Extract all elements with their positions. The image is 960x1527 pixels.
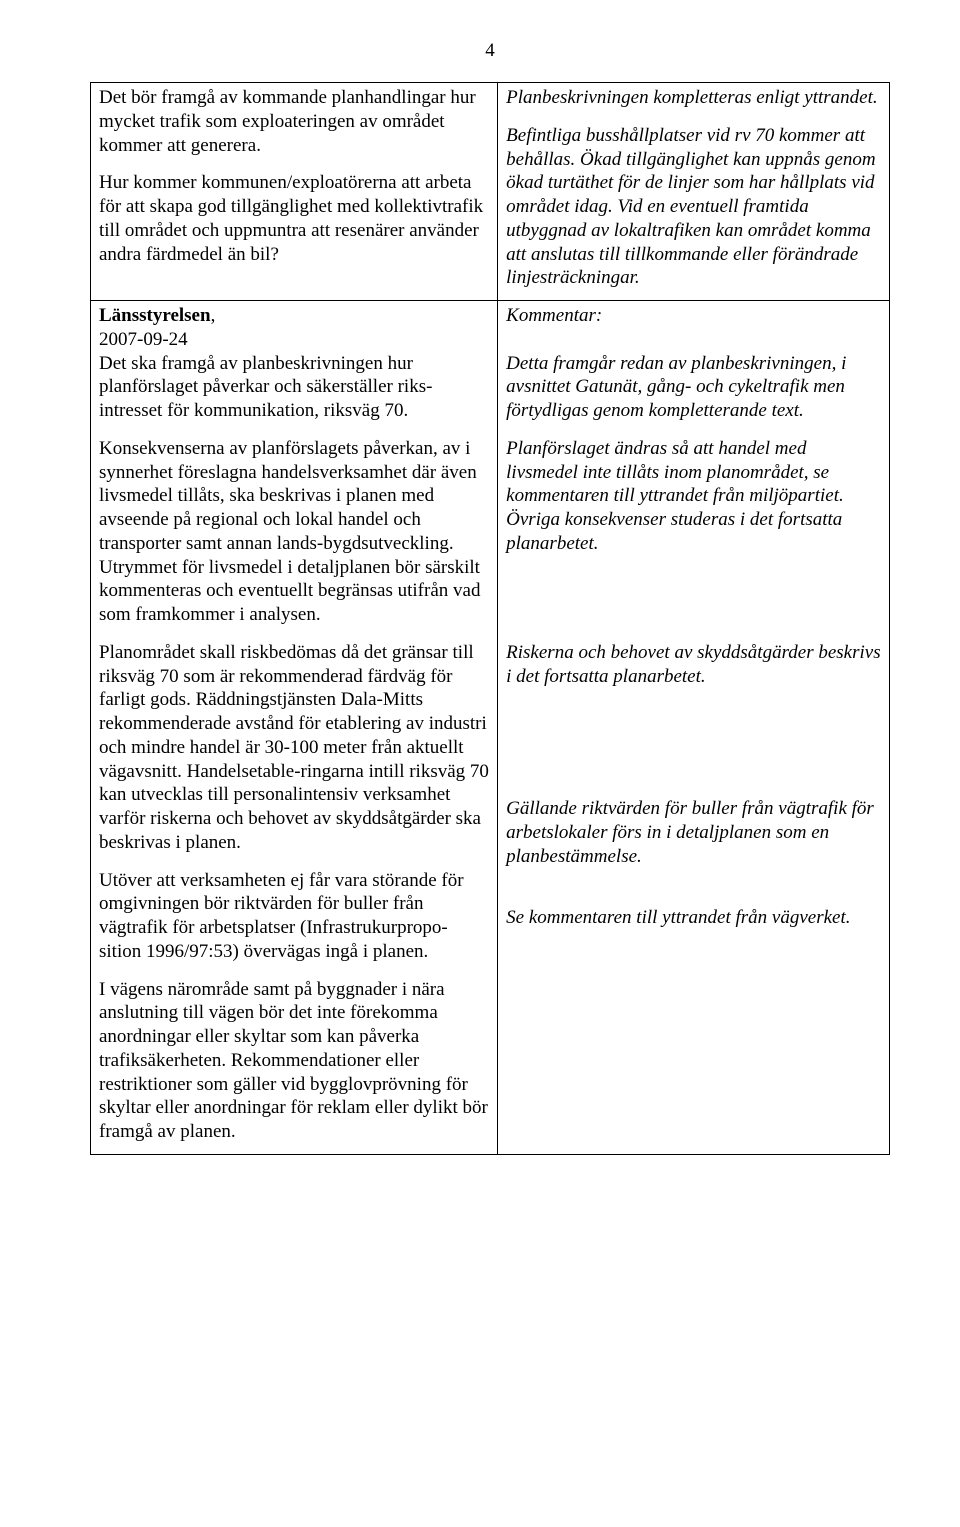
paragraph: Gällande riktvärden för buller från vägt… (506, 702, 881, 868)
document-page: 4 Det bör framgå av kommande planhandlin… (0, 0, 960, 1195)
paragraph: Planområdet skall riskbedömas då det grä… (99, 641, 489, 855)
page-number: 4 (90, 40, 890, 62)
paragraph: Befintliga busshållplatser vid rv 70 kom… (506, 124, 881, 290)
paragraph: Länsstyrelsen,2007-09-24Det ska framgå a… (99, 304, 489, 423)
paragraph: Hur kommer kommunen/exploatörerna att ar… (99, 171, 489, 266)
paragraph: Planförslaget ändras så att handel med l… (506, 437, 881, 556)
content-table: Det bör framgå av kommande planhandlinga… (90, 82, 890, 1155)
right-cell: Planbeskrivningen kompletteras enligt yt… (498, 83, 890, 301)
paragraph: Planbeskrivningen kompletteras enligt yt… (506, 86, 881, 110)
paragraph: Riskerna och behovet av skyddsåtgärder b… (506, 570, 881, 689)
table-row: Länsstyrelsen,2007-09-24Det ska framgå a… (91, 301, 890, 1155)
paragraph: I vägens närområde samt på byggnader i n… (99, 978, 489, 1144)
left-cell: Länsstyrelsen,2007-09-24Det ska framgå a… (91, 301, 498, 1155)
paragraph: Kommentar:Detta framgår redan av planbes… (506, 304, 881, 423)
paragraph: Det bör framgå av kommande planhandlinga… (99, 86, 489, 157)
right-cell: Kommentar:Detta framgår redan av planbes… (498, 301, 890, 1155)
table-row: Det bör framgå av kommande planhandlinga… (91, 83, 890, 301)
paragraph: Se kommentaren till yttrandet från vägve… (506, 883, 881, 931)
paragraph: Konsekvenserna av planförslagets påverka… (99, 437, 489, 627)
left-cell: Det bör framgå av kommande planhandlinga… (91, 83, 498, 301)
paragraph: Utöver att verksamheten ej får vara stör… (99, 869, 489, 964)
